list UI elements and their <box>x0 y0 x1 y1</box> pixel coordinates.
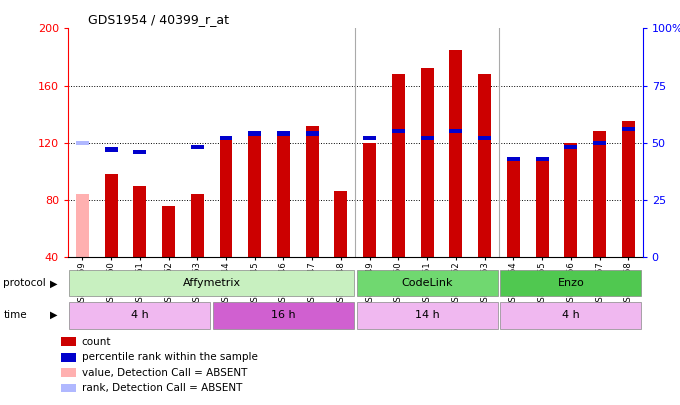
Bar <box>449 50 462 257</box>
Bar <box>105 147 118 152</box>
Bar <box>536 160 549 257</box>
Bar <box>248 131 261 257</box>
Bar <box>357 303 498 328</box>
Bar <box>220 137 233 257</box>
Bar <box>593 131 606 257</box>
Bar <box>507 157 520 161</box>
Bar <box>162 206 175 257</box>
Bar <box>133 150 146 154</box>
Bar <box>248 132 261 136</box>
Text: 4 h: 4 h <box>562 310 579 320</box>
Bar <box>507 160 520 257</box>
Bar <box>363 143 376 257</box>
Bar <box>220 136 233 140</box>
Bar <box>105 174 118 257</box>
Text: GDS1954 / 40399_r_at: GDS1954 / 40399_r_at <box>88 13 229 26</box>
Bar <box>421 136 434 140</box>
Bar <box>564 143 577 257</box>
Bar <box>392 74 405 257</box>
Text: percentile rank within the sample: percentile rank within the sample <box>82 352 258 362</box>
Bar <box>76 194 89 257</box>
Bar <box>306 126 319 257</box>
Bar <box>622 122 634 257</box>
Bar <box>449 129 462 134</box>
Text: Affymetrix: Affymetrix <box>183 277 241 288</box>
Text: ▶: ▶ <box>50 279 57 288</box>
Bar <box>536 157 549 161</box>
Bar <box>69 303 210 328</box>
Text: value, Detection Call = ABSENT: value, Detection Call = ABSENT <box>82 368 247 377</box>
Bar <box>306 132 319 136</box>
Bar <box>478 74 491 257</box>
Bar <box>357 270 498 296</box>
Bar <box>335 192 347 257</box>
Bar <box>191 145 204 149</box>
Bar <box>421 68 434 257</box>
Bar <box>133 185 146 257</box>
Text: count: count <box>82 337 111 347</box>
Bar <box>500 270 641 296</box>
Bar <box>392 129 405 134</box>
Bar <box>363 136 376 140</box>
Bar <box>622 127 634 131</box>
Bar <box>478 136 491 140</box>
Text: rank, Detection Call = ABSENT: rank, Detection Call = ABSENT <box>82 383 242 393</box>
Text: Enzo: Enzo <box>558 277 584 288</box>
Text: 16 h: 16 h <box>271 310 296 320</box>
Bar <box>76 141 89 145</box>
Text: time: time <box>3 310 27 320</box>
Text: ▶: ▶ <box>50 310 57 320</box>
Bar <box>277 132 290 136</box>
Bar <box>69 270 354 296</box>
Bar <box>191 194 204 257</box>
Text: protocol: protocol <box>3 279 46 288</box>
Text: CodeLink: CodeLink <box>401 277 453 288</box>
Text: 14 h: 14 h <box>415 310 439 320</box>
Bar <box>564 145 577 149</box>
Text: 4 h: 4 h <box>131 310 149 320</box>
Bar <box>277 131 290 257</box>
Bar <box>500 303 641 328</box>
Bar <box>593 141 606 145</box>
Bar <box>213 303 354 328</box>
